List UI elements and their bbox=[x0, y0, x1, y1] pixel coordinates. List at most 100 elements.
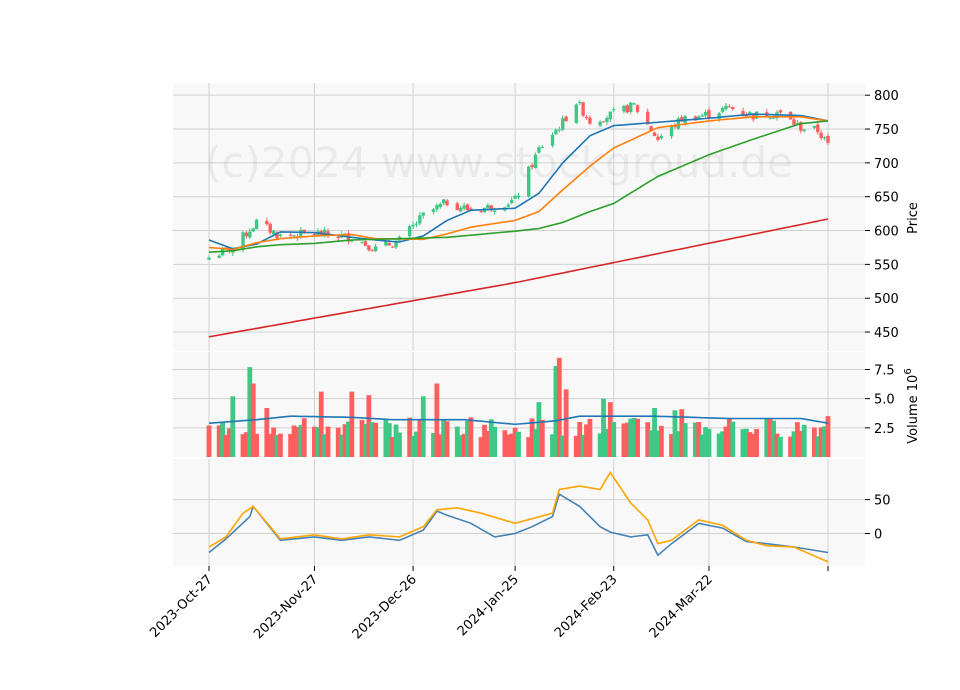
candle-body bbox=[795, 122, 800, 124]
candle-body bbox=[581, 102, 585, 116]
volume-bar bbox=[465, 420, 470, 457]
volume-bar bbox=[679, 409, 685, 457]
volume-bar bbox=[754, 429, 759, 457]
oscillator-tick-label: 50 bbox=[874, 494, 891, 509]
volume-bar bbox=[771, 420, 776, 457]
candle-body bbox=[649, 126, 653, 131]
candle-body bbox=[462, 205, 466, 209]
volume-bar bbox=[818, 427, 824, 457]
volume-bar bbox=[580, 434, 586, 457]
volume-bar bbox=[247, 367, 253, 457]
volume-bar bbox=[335, 427, 341, 457]
candle-body bbox=[574, 104, 579, 123]
volume-bar bbox=[675, 431, 681, 457]
volume-bar bbox=[801, 424, 807, 457]
volume-bar bbox=[648, 430, 654, 457]
candle-body bbox=[659, 136, 664, 139]
candle-body bbox=[799, 122, 803, 131]
candle-body bbox=[812, 125, 817, 128]
volume-bar bbox=[509, 433, 515, 457]
volume-bar bbox=[743, 428, 749, 457]
candle-body bbox=[367, 245, 371, 251]
volume-bar bbox=[706, 428, 712, 457]
volume-bar bbox=[454, 426, 460, 457]
candle-body bbox=[248, 231, 252, 238]
volume-bar bbox=[631, 417, 637, 457]
price-tick-label: 500 bbox=[874, 292, 899, 307]
oscillator-tick-label: 0 bbox=[874, 527, 882, 542]
volume-bar bbox=[597, 433, 603, 457]
volume-bar bbox=[699, 434, 705, 457]
candle-body bbox=[632, 103, 636, 105]
volume-bar bbox=[645, 422, 651, 457]
candle-body bbox=[554, 129, 558, 135]
volume-bar bbox=[587, 418, 593, 457]
volume-tick-label: 5.0 bbox=[874, 393, 895, 408]
candle-body bbox=[312, 233, 317, 235]
volume-bar bbox=[505, 434, 511, 457]
volume-bar bbox=[607, 402, 613, 457]
volume-bar bbox=[437, 434, 443, 457]
volume-bar bbox=[672, 410, 678, 457]
candle-body bbox=[513, 195, 517, 199]
volume-bar bbox=[577, 422, 583, 457]
candle-body bbox=[509, 199, 514, 204]
volume-bar bbox=[794, 422, 800, 457]
volume-bar bbox=[655, 430, 661, 457]
volume-bar bbox=[312, 426, 317, 457]
volume-bar bbox=[584, 424, 589, 457]
volume-bar bbox=[624, 422, 630, 457]
candle-body bbox=[700, 115, 704, 117]
volume-bar bbox=[274, 435, 280, 457]
candle-body bbox=[506, 204, 510, 207]
candle-body bbox=[370, 250, 374, 252]
volume-bar bbox=[223, 434, 229, 457]
volume-bar bbox=[346, 421, 351, 457]
volume-bar bbox=[291, 425, 297, 457]
price-tick-label: 750 bbox=[874, 123, 899, 138]
moving-average-line bbox=[208, 116, 829, 251]
volume-bar bbox=[295, 427, 300, 457]
volume-tick-label: 7.5 bbox=[874, 364, 895, 379]
candle-body bbox=[407, 226, 412, 237]
date-tick-label: 2023-Oct-27 bbox=[147, 572, 215, 640]
candle-body bbox=[441, 199, 446, 204]
candle-body bbox=[207, 257, 211, 260]
volume-axis-title: Volume 106 bbox=[903, 368, 921, 443]
candle-body bbox=[302, 229, 306, 233]
candle-body bbox=[792, 119, 796, 125]
candle-body bbox=[584, 116, 589, 118]
candle-body bbox=[727, 106, 732, 108]
volume-bar bbox=[298, 425, 304, 457]
volume-bar bbox=[730, 421, 736, 457]
candle-body bbox=[445, 200, 449, 206]
candle-body bbox=[373, 246, 378, 252]
volume-bar bbox=[601, 398, 606, 457]
candle-body bbox=[533, 154, 538, 168]
candle-body bbox=[414, 223, 419, 225]
candle-body bbox=[326, 231, 330, 236]
candle-body bbox=[411, 224, 415, 227]
volume-bar bbox=[240, 434, 246, 457]
candle-body bbox=[244, 232, 249, 237]
candle-body bbox=[360, 242, 364, 244]
volume-bar bbox=[431, 432, 436, 457]
candle-body bbox=[646, 111, 650, 125]
candle-body bbox=[431, 209, 436, 212]
candle-body bbox=[598, 121, 602, 126]
volume-bar bbox=[628, 418, 634, 457]
candle-body bbox=[492, 210, 497, 213]
volume-bar bbox=[516, 431, 521, 457]
price-tick-label: 650 bbox=[874, 191, 899, 206]
candle-body bbox=[550, 134, 555, 146]
candle-body bbox=[268, 223, 272, 233]
volume-bar bbox=[822, 426, 827, 457]
volume-bar bbox=[652, 408, 657, 457]
candle-body bbox=[608, 111, 613, 120]
candle-body bbox=[669, 125, 674, 137]
volume-tick-label: 2.5 bbox=[874, 422, 895, 437]
candle-body bbox=[778, 110, 783, 113]
volume-bar bbox=[692, 422, 698, 457]
watermark-text: (c)2024 www.stockgroud.de bbox=[205, 138, 793, 187]
moving-average-line bbox=[208, 120, 829, 253]
